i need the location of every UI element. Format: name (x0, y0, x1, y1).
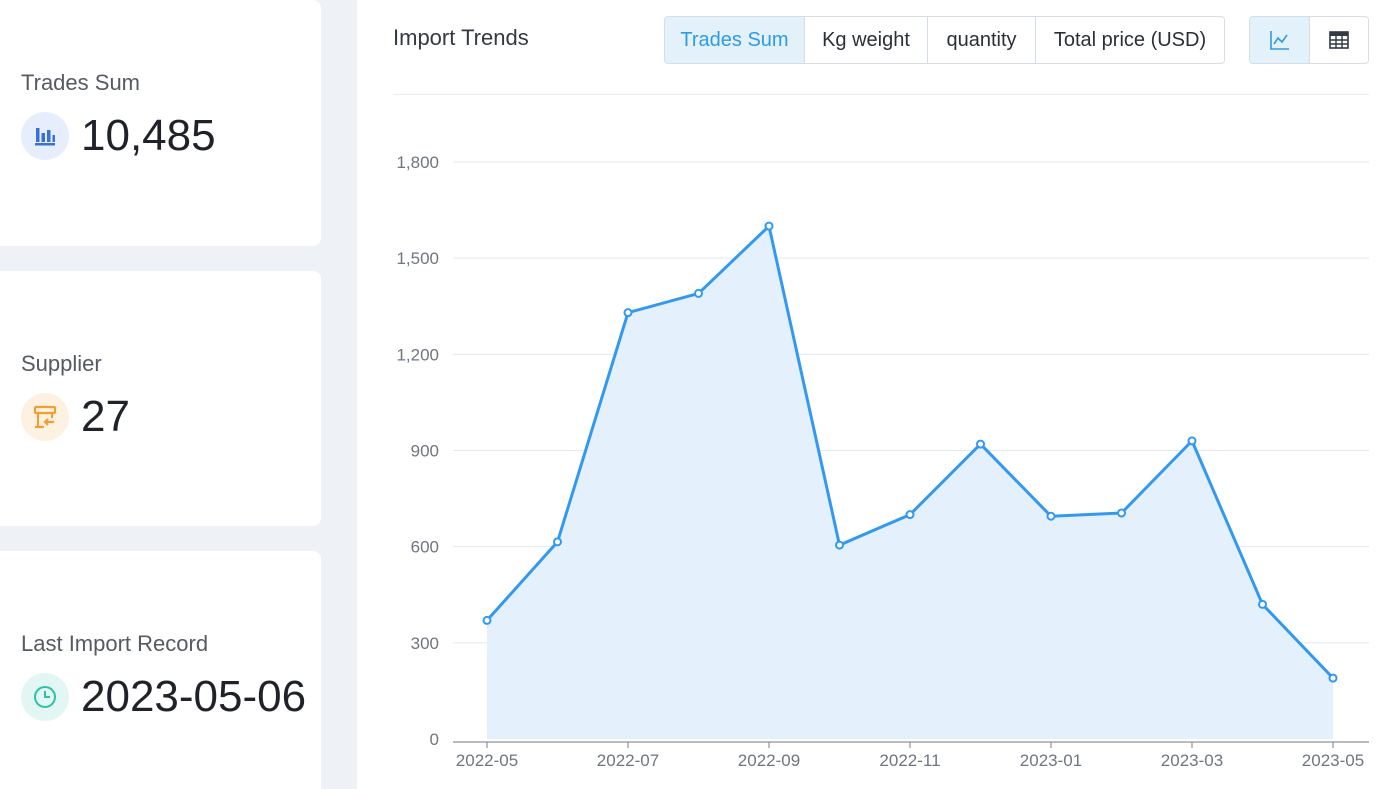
tab-kg-weight[interactable]: Kg weight (805, 17, 928, 63)
data-point (1117, 508, 1126, 518)
area-fill (487, 226, 1333, 740)
data-point (553, 537, 562, 547)
data-point (482, 615, 492, 625)
trades-sum-value: 10,485 (81, 111, 216, 160)
y-tick-label: 1,200 (396, 345, 439, 364)
x-tick-label: 2022-05 (456, 751, 518, 770)
last-import-label: Last Import Record (21, 631, 209, 656)
y-tick-label: 600 (411, 538, 439, 557)
data-point (694, 288, 703, 298)
x-tick-label: 2023-03 (1161, 751, 1223, 770)
x-tick-label: 2022-07 (597, 751, 659, 770)
line-chart-icon (1269, 31, 1289, 50)
storefront-icon (21, 393, 69, 441)
import-trends-panel: Import Trends Trades Sum Kg weight quant… (357, 0, 1386, 789)
trades-sum-card: Trades Sum 10,485 (0, 0, 321, 246)
y-tick-label: 1,800 (396, 153, 439, 172)
trades-sum-label: Trades Sum (21, 70, 141, 95)
data-point (976, 439, 985, 449)
x-tick-label: 2022-11 (879, 751, 940, 770)
supplier-row: 27 (21, 393, 130, 441)
tab-trades-sum[interactable]: Trades Sum (665, 17, 805, 63)
x-tick-label: 2023-01 (1020, 751, 1082, 770)
tab-total-price[interactable]: Total price (USD) (1036, 17, 1224, 63)
supplier-value: 27 (81, 392, 130, 441)
panel-title: Import Trends (393, 25, 529, 50)
last-import-row: 2023-05-06 (21, 673, 306, 721)
table-icon (1329, 31, 1349, 49)
header-divider (393, 94, 1369, 95)
y-tick-label: 0 (430, 730, 439, 749)
data-point (1258, 599, 1267, 609)
tab-quantity[interactable]: quantity (928, 17, 1036, 63)
import-trends-chart: 0 300 600 900 1,200 1,500 1,800 2022-05 2022-07 2… (396, 153, 1369, 770)
clock-icon (21, 673, 69, 721)
last-import-card: Last Import Record 2023-05-06 (0, 551, 321, 789)
view-toggle (1249, 16, 1369, 64)
supplier-label: Supplier (21, 351, 102, 376)
data-point (905, 510, 915, 520)
data-point (1187, 436, 1197, 446)
last-import-value: 2023-05-06 (81, 672, 307, 721)
data-point (623, 308, 633, 318)
supplier-card: Supplier 27 (0, 271, 321, 526)
data-point (764, 221, 774, 231)
x-tick-label: 2022-09 (738, 751, 800, 770)
bar-chart-icon (21, 112, 69, 160)
y-tick-label: 1,500 (396, 249, 439, 268)
data-point (1328, 673, 1338, 683)
metric-tabs: Trades Sum Kg weight quantity Total pric… (664, 16, 1225, 64)
y-tick-label: 300 (411, 634, 439, 653)
trades-sum-row: 10,485 (21, 112, 216, 160)
y-tick-label: 900 (411, 442, 439, 461)
line-chart-view-button[interactable] (1250, 17, 1310, 63)
table-view-button[interactable] (1310, 17, 1368, 63)
data-point (1046, 511, 1056, 521)
data-point (835, 540, 844, 550)
x-tick-label: 2023-05 (1302, 751, 1364, 770)
